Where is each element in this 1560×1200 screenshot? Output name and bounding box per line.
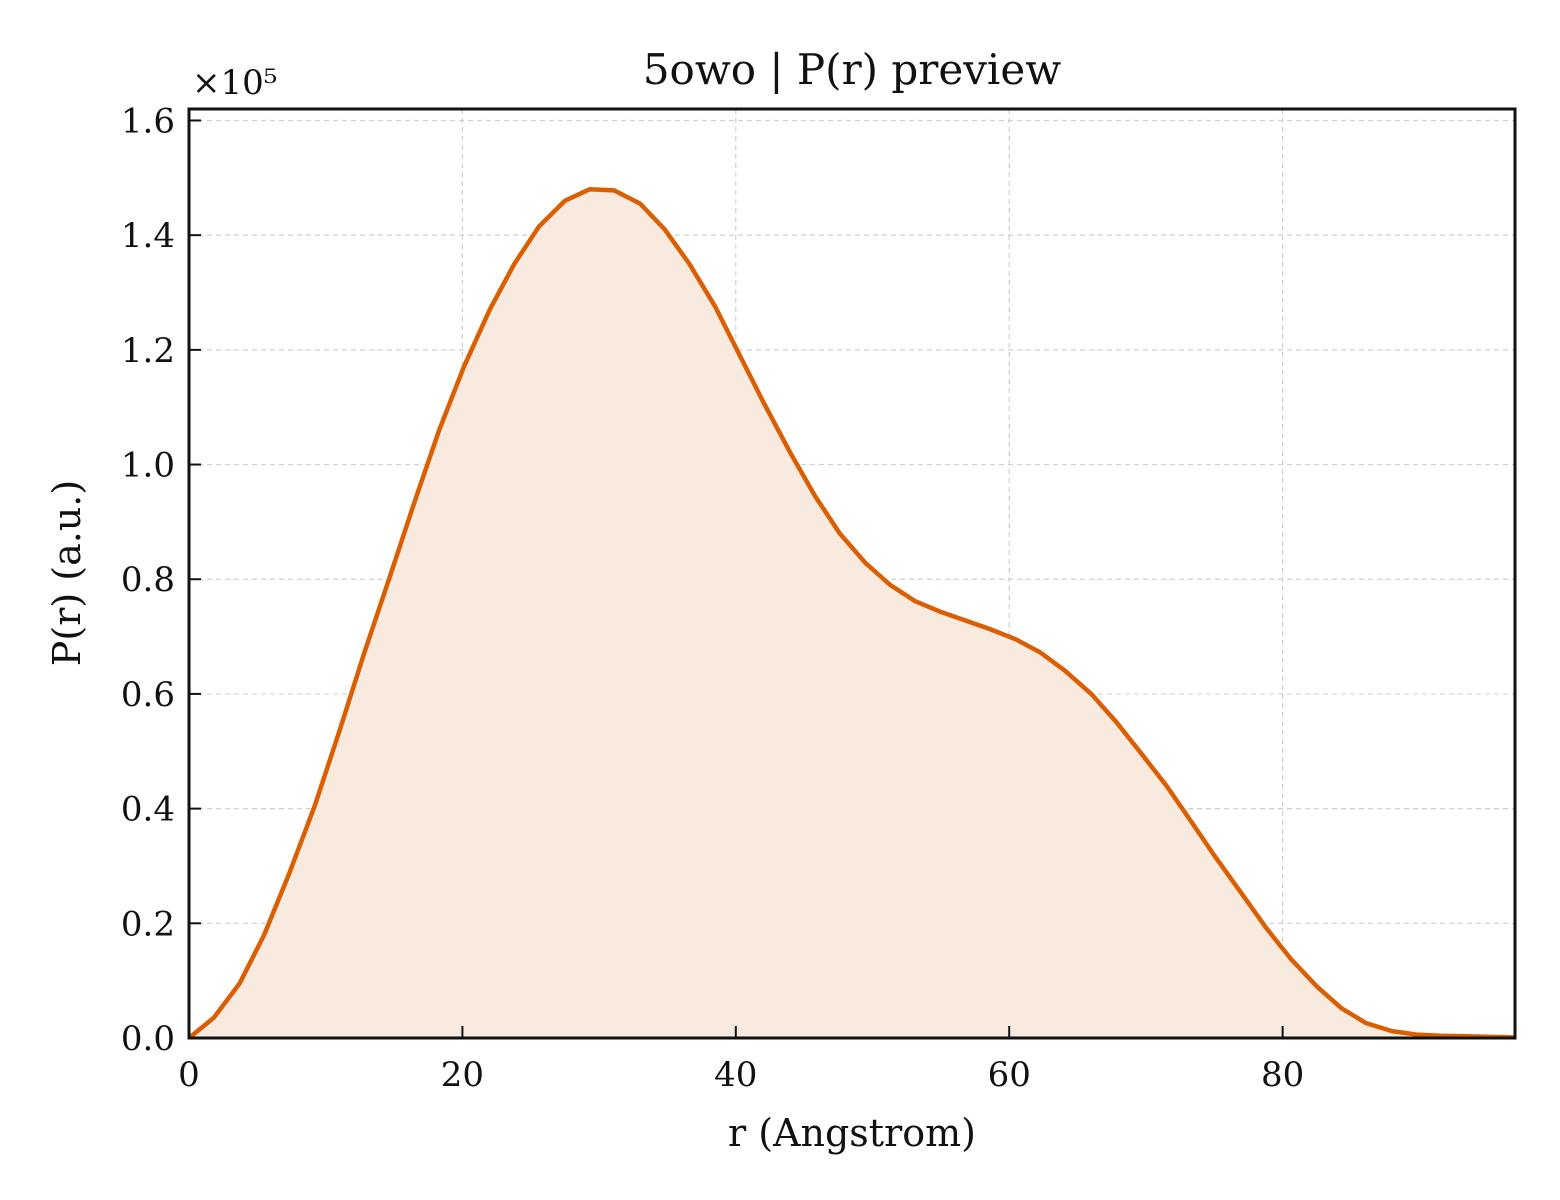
plot-frame xyxy=(187,107,1517,1040)
y-offset-label: ×10⁵ xyxy=(192,63,277,103)
area-fill xyxy=(189,189,1515,1038)
x-tick-label: 20 xyxy=(441,1055,484,1095)
y-tick-label: 1.6 xyxy=(121,101,175,141)
ticks xyxy=(188,119,1284,1039)
series-line xyxy=(187,187,1516,1040)
x-tick-label: 40 xyxy=(714,1055,757,1095)
y-tick-label: 0.4 xyxy=(121,790,175,830)
x-tick-label: 80 xyxy=(1261,1055,1304,1095)
x-axis-label: r (Angstrom) xyxy=(728,1111,976,1155)
y-tick-label: 1.0 xyxy=(121,446,175,486)
y-tick-label: 0.0 xyxy=(121,1019,175,1059)
y-tick-label: 0.8 xyxy=(121,560,175,600)
x-tick-label: 60 xyxy=(988,1055,1031,1095)
y-tick-label: 0.6 xyxy=(121,675,175,715)
y-tick-label: 1.2 xyxy=(121,331,175,371)
y-axis-label: P(r) (a.u.) xyxy=(45,480,89,666)
x-tick-label: 0 xyxy=(178,1055,200,1095)
y-tick-label: 1.4 xyxy=(121,216,175,256)
y-tick-label: 0.2 xyxy=(121,904,175,944)
tick-labels: 0 20 40 60 80 0.0 0.2 0.4 0.6 0.8 1.0 1.2 1.4 1.6 xyxy=(121,101,1304,1095)
chart-title: 5owo | P(r) preview xyxy=(643,45,1061,94)
